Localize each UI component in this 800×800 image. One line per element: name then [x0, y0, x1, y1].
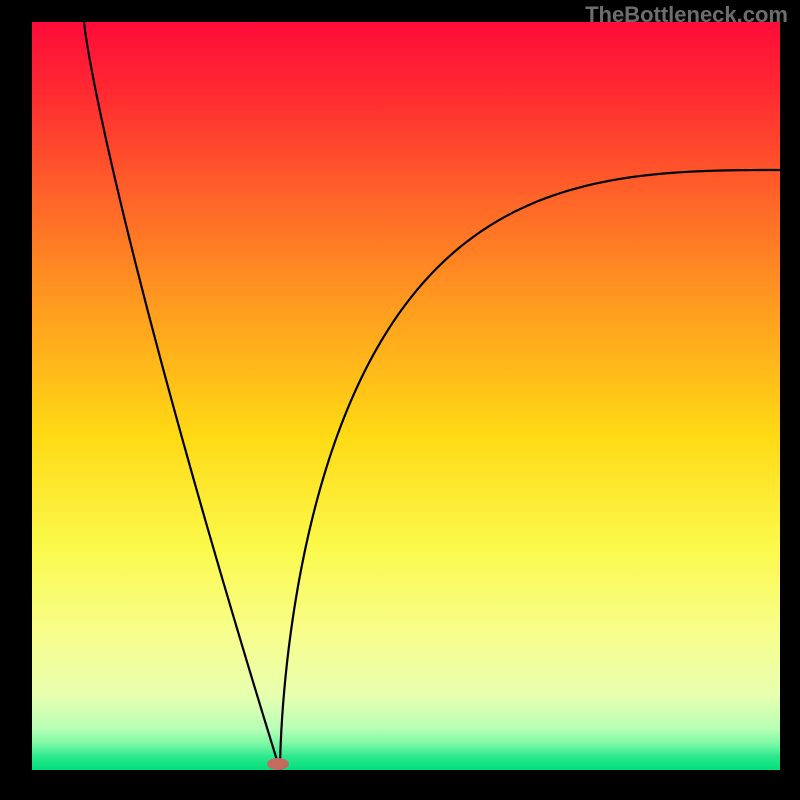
- plot-area: [32, 22, 780, 770]
- curve-left-branch: [84, 22, 280, 770]
- curve-layer: [32, 22, 780, 770]
- curve-right-branch: [280, 170, 780, 770]
- vertex-marker: [267, 758, 289, 770]
- watermark-text: TheBottleneck.com: [585, 2, 788, 28]
- chart-frame: TheBottleneck.com: [0, 0, 800, 800]
